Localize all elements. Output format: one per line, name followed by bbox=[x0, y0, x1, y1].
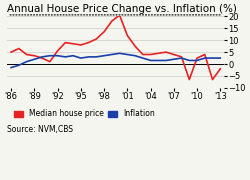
Text: Annual House Price Change vs. Inflation (%): Annual House Price Change vs. Inflation … bbox=[7, 4, 237, 14]
Text: Source: NVM,CBS: Source: NVM,CBS bbox=[7, 125, 73, 134]
Legend: Median house price, Inflation: Median house price, Inflation bbox=[11, 106, 158, 121]
